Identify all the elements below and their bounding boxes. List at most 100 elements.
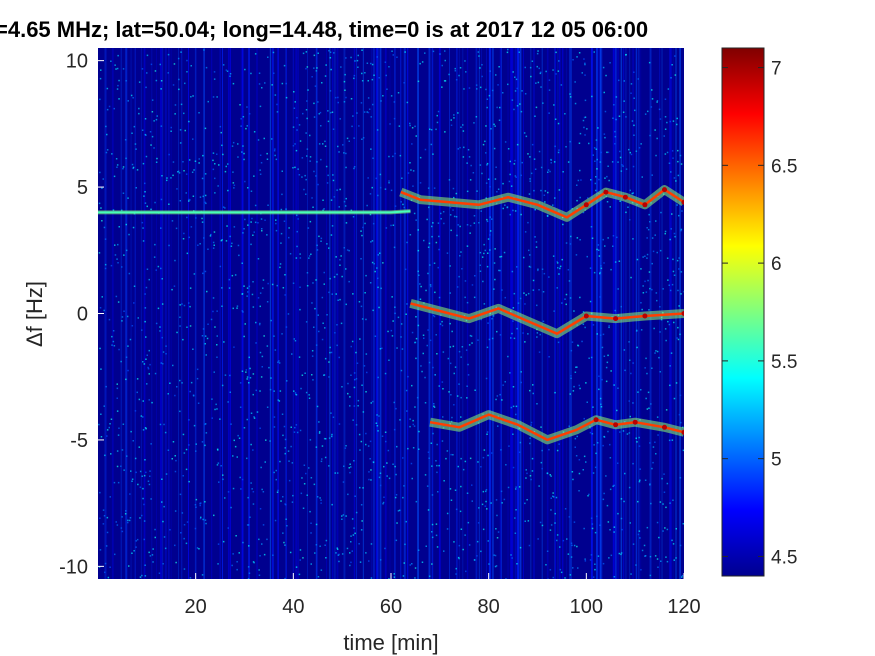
noise-speckle [575,366,577,368]
noise-speckle [549,474,551,476]
noise-speckle [570,377,572,380]
noise-speckle [102,523,105,525]
noise-speckle [501,289,503,291]
noise-speckle [325,557,327,559]
noise-speckle [657,434,659,436]
noise-speckle [273,471,275,474]
noise-speckle [306,100,308,102]
noise-speckle [497,531,500,533]
noise-speckle [353,166,356,168]
noise-speckle [182,475,184,477]
noise-speckle [382,95,384,97]
noise-speckle [448,179,451,181]
noise-speckle [131,552,133,554]
noise-speckle [469,232,471,234]
noise-speckle [550,524,553,526]
noise-speckle [284,544,286,546]
noise-speckle [309,510,311,513]
noise-speckle [143,503,145,506]
noise-speckle [216,408,218,410]
noise-speckle [424,376,426,379]
noise-speckle [155,161,158,163]
noise-speckle [609,206,611,208]
trace-upper-peak [662,187,667,193]
noise-speckle [615,118,618,121]
noise-speckle [646,257,648,259]
noise-stripe [151,48,153,579]
noise-speckle [531,457,534,460]
noise-speckle [527,292,530,295]
noise-speckle [607,354,609,357]
noise-speckle [120,465,122,467]
noise-speckle [139,470,142,473]
noise-speckle [253,561,255,564]
noise-stripe [241,48,244,579]
noise-speckle [574,446,576,448]
noise-speckle [370,116,372,118]
noise-speckle [313,170,315,173]
noise-speckle [472,172,475,174]
noise-speckle [666,121,668,124]
noise-speckle [103,226,106,229]
noise-speckle [510,554,512,556]
noise-speckle [511,270,514,273]
noise-speckle [170,126,172,129]
noise-speckle [201,441,204,443]
noise-speckle [459,225,461,228]
noise-speckle [578,490,580,492]
noise-speckle [473,559,476,561]
noise-speckle [107,576,110,579]
noise-speckle [596,248,598,251]
noise-speckle [116,465,119,468]
noise-stripe [559,48,561,579]
noise-speckle [306,272,309,274]
noise-speckle [230,245,233,247]
noise-speckle [361,49,363,51]
noise-speckle [127,519,129,522]
noise-speckle [486,220,489,223]
noise-speckle [514,159,516,162]
noise-speckle [633,71,635,73]
noise-speckle [459,255,461,257]
noise-speckle [581,340,583,343]
noise-speckle [496,191,498,193]
noise-speckle [231,564,233,567]
noise-speckle [365,353,368,355]
noise-stripe [428,48,431,579]
noise-speckle [296,129,298,131]
noise-speckle [476,88,478,90]
noise-speckle [474,389,476,391]
noise-speckle [213,514,215,517]
noise-speckle [646,253,649,256]
noise-speckle [114,553,116,556]
noise-speckle [324,145,327,147]
noise-speckle [186,326,188,328]
noise-speckle [258,72,261,74]
noise-speckle [116,67,119,70]
noise-speckle [649,287,651,290]
noise-speckle [419,62,421,65]
noise-speckle [529,442,531,445]
noise-speckle [358,301,361,303]
noise-speckle [486,162,489,165]
noise-speckle [355,378,358,380]
noise-speckle [667,279,669,281]
noise-speckle [547,191,549,194]
noise-speckle [245,127,247,130]
noise-speckle [622,111,625,113]
noise-speckle [562,171,564,173]
noise-speckle [290,445,292,448]
noise-speckle [153,147,155,149]
noise-speckle [374,335,377,337]
noise-speckle [111,153,113,155]
noise-speckle [282,287,285,289]
noise-speckle [241,370,244,372]
noise-speckle [458,544,461,547]
noise-speckle [144,564,146,566]
noise-speckle [570,235,572,238]
noise-speckle [393,101,396,103]
noise-speckle [553,104,555,106]
noise-speckle [116,410,119,412]
noise-speckle [636,346,638,349]
noise-speckle [204,343,206,345]
